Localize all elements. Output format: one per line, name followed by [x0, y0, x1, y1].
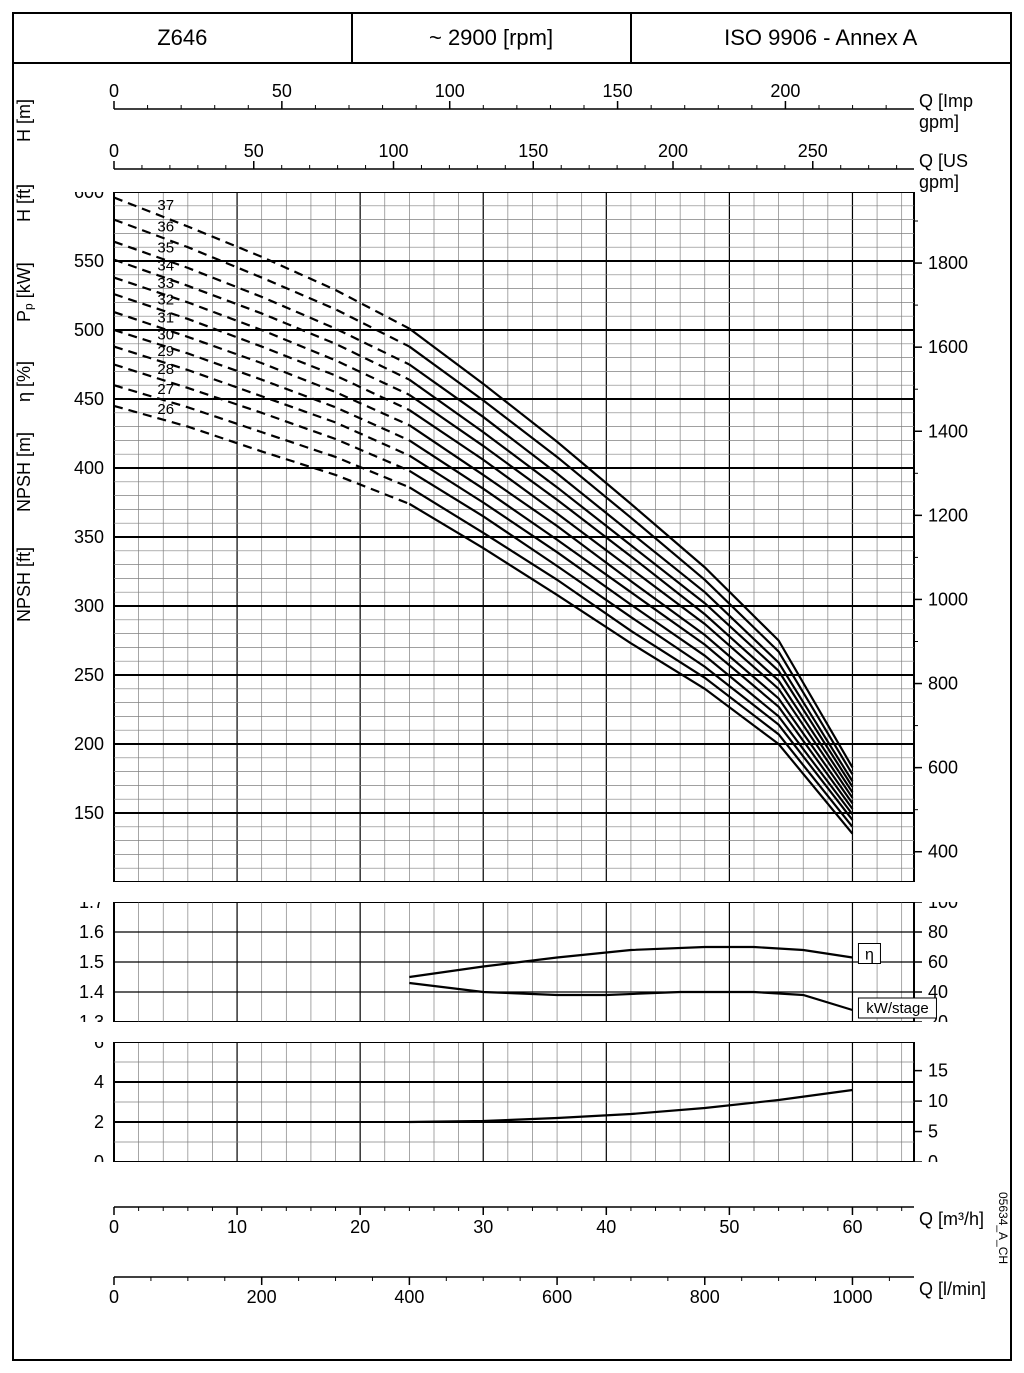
svg-text:0: 0 — [109, 1287, 119, 1307]
svg-text:37: 37 — [157, 197, 174, 214]
svg-text:6: 6 — [94, 1042, 104, 1052]
svg-text:40: 40 — [596, 1217, 616, 1237]
y-label-head-m: H [m] — [14, 62, 36, 142]
svg-text:0: 0 — [94, 1152, 104, 1162]
svg-text:250: 250 — [74, 665, 104, 685]
svg-text:50: 50 — [244, 141, 264, 161]
axes-bottom: 010203040506002004006008001000 — [14, 1162, 1010, 1322]
outer-frame: Z646 ~ 2900 [rpm] ISO 9906 - Annex A 050… — [12, 12, 1012, 1361]
svg-text:1.6: 1.6 — [79, 922, 104, 942]
y-label-head-ft: H [ft] — [14, 142, 36, 222]
svg-text:1.5: 1.5 — [79, 952, 104, 972]
svg-text:50: 50 — [272, 81, 292, 101]
svg-text:1.7: 1.7 — [79, 902, 104, 912]
svg-text:150: 150 — [74, 803, 104, 823]
x-label-us-gpm: Q [US gpm] — [919, 151, 1010, 193]
drawing-number: 05634_A_CH — [996, 1192, 1010, 1264]
x-label-lmin: Q [l/min] — [919, 1279, 986, 1300]
y-label-npsh-m: NPSH [m] — [14, 402, 36, 512]
svg-text:30: 30 — [473, 1217, 493, 1237]
svg-text:33: 33 — [157, 275, 174, 292]
svg-text:4: 4 — [94, 1072, 104, 1092]
svg-text:200: 200 — [74, 734, 104, 754]
svg-text:η: η — [865, 947, 874, 964]
y-label-eta: η [%] — [14, 322, 36, 402]
svg-text:500: 500 — [74, 320, 104, 340]
svg-text:800: 800 — [690, 1287, 720, 1307]
y-label-power: Pp [kW] — [14, 222, 36, 322]
svg-text:150: 150 — [603, 81, 633, 101]
svg-text:350: 350 — [74, 527, 104, 547]
svg-text:1.3: 1.3 — [79, 1012, 104, 1022]
svg-text:400: 400 — [928, 842, 958, 862]
svg-text:100: 100 — [378, 141, 408, 161]
power-eta-chart: 1.31.41.51.61.720406080100ηkW/stage — [14, 902, 1010, 1022]
npsh-chart: 0 2 4 6 0 5 10 15 — [14, 1042, 1010, 1162]
chart-body: 050100150200050100150200250 150200250300… — [14, 62, 1010, 1359]
svg-text:1.4: 1.4 — [79, 982, 104, 1002]
header-row: Z646 ~ 2900 [rpm] ISO 9906 - Annex A — [14, 14, 1010, 64]
svg-text:5: 5 — [928, 1122, 938, 1142]
svg-text:60: 60 — [928, 952, 948, 972]
svg-text:550: 550 — [74, 251, 104, 271]
svg-text:600: 600 — [542, 1287, 572, 1307]
svg-text:0: 0 — [109, 1217, 119, 1237]
svg-text:600: 600 — [928, 758, 958, 778]
x-label-imp-gpm: Q [Imp gpm] — [919, 91, 1010, 133]
axes-top: 0 50 100 150 200 0 50 100 150 200 250 — [14, 62, 1010, 192]
svg-text:400: 400 — [74, 458, 104, 478]
svg-text:31: 31 — [157, 309, 174, 326]
svg-text:1800: 1800 — [928, 253, 968, 273]
svg-text:600: 600 — [74, 192, 104, 202]
svg-text:10: 10 — [928, 1091, 948, 1111]
svg-text:400: 400 — [394, 1287, 424, 1307]
svg-text:10: 10 — [227, 1217, 247, 1237]
svg-text:15: 15 — [928, 1061, 948, 1081]
svg-text:0: 0 — [109, 141, 119, 161]
svg-text:250: 250 — [798, 141, 828, 161]
svg-text:60: 60 — [842, 1217, 862, 1237]
svg-text:150: 150 — [518, 141, 548, 161]
page-root: Z646 ~ 2900 [rpm] ISO 9906 - Annex A 050… — [0, 0, 1024, 1373]
svg-text:80: 80 — [928, 922, 948, 942]
svg-text:28: 28 — [157, 361, 174, 378]
svg-text:200: 200 — [770, 81, 800, 101]
hq-chart: 150 200 250 300 350 400 450 500 550 600 400 600 800 1… — [14, 192, 1010, 882]
svg-text:1200: 1200 — [928, 505, 968, 525]
svg-text:34: 34 — [157, 258, 174, 275]
svg-text:1000: 1000 — [928, 589, 968, 609]
svg-text:300: 300 — [74, 596, 104, 616]
svg-text:30: 30 — [157, 327, 174, 344]
svg-text:100: 100 — [435, 81, 465, 101]
header-speed: ~ 2900 [rpm] — [353, 14, 632, 62]
header-standard: ISO 9906 - Annex A — [632, 14, 1010, 62]
svg-text:20: 20 — [350, 1217, 370, 1237]
svg-text:0: 0 — [928, 1152, 938, 1162]
svg-text:kW/stage: kW/stage — [866, 1000, 929, 1017]
svg-text:2: 2 — [94, 1112, 104, 1132]
svg-text:50: 50 — [719, 1217, 739, 1237]
svg-text:800: 800 — [928, 674, 958, 694]
svg-text:1000: 1000 — [832, 1287, 872, 1307]
svg-text:450: 450 — [74, 389, 104, 409]
svg-text:1400: 1400 — [928, 421, 968, 441]
svg-text:200: 200 — [247, 1287, 277, 1307]
svg-text:200: 200 — [658, 141, 688, 161]
x-label-m3h: Q [m³/h] — [919, 1209, 984, 1230]
svg-text:100: 100 — [928, 902, 958, 912]
header-model: Z646 — [14, 14, 353, 62]
svg-text:0: 0 — [109, 81, 119, 101]
svg-text:1600: 1600 — [928, 337, 968, 357]
y-label-npsh-ft: NPSH [ft] — [14, 512, 36, 622]
